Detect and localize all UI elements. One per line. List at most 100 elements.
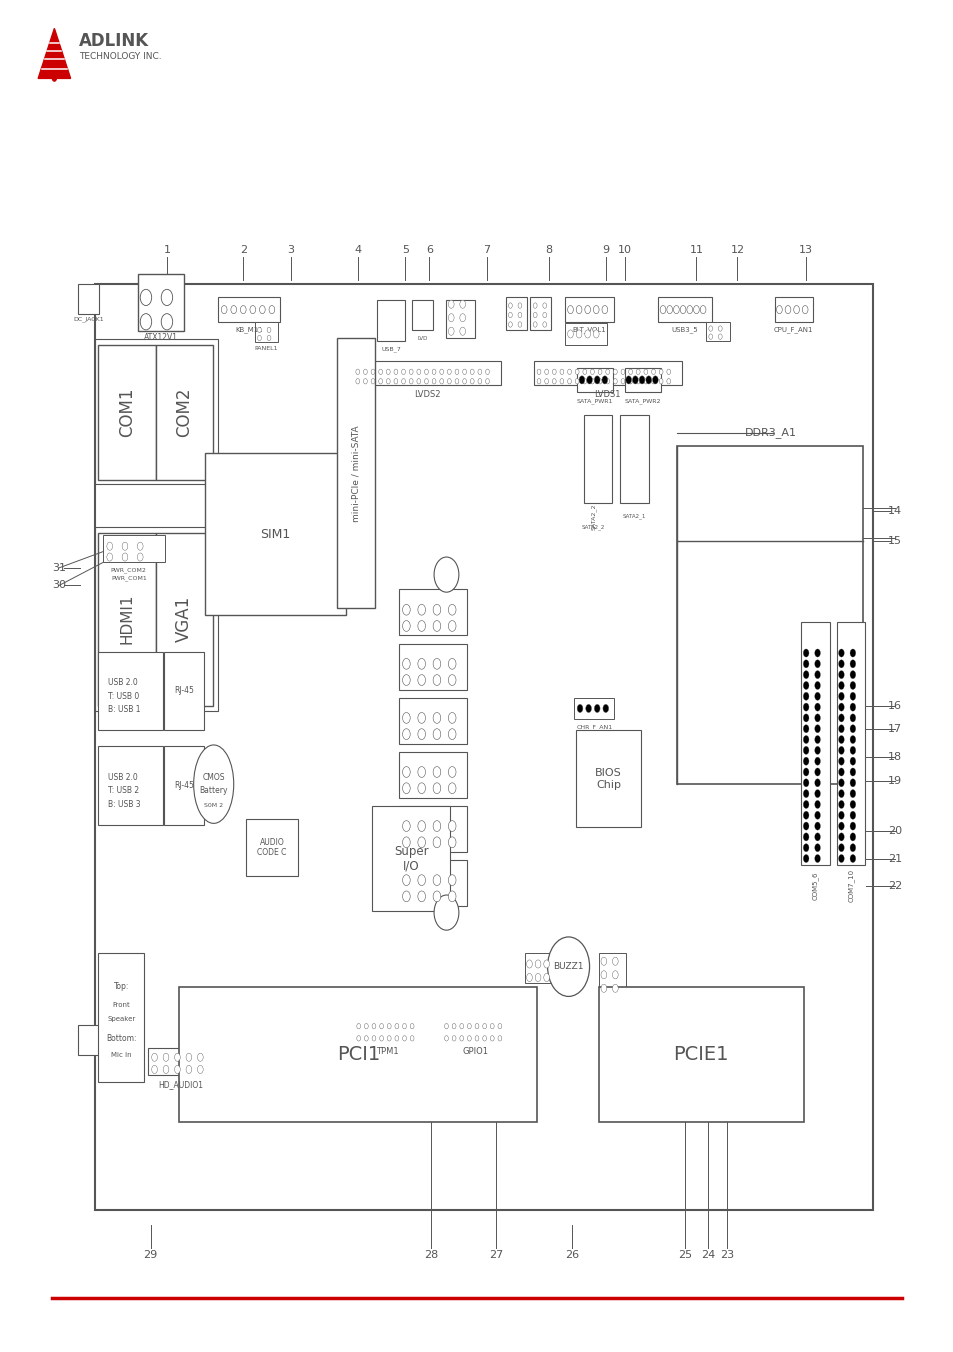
Circle shape <box>378 369 382 375</box>
Circle shape <box>567 379 571 384</box>
Circle shape <box>402 875 410 886</box>
Circle shape <box>814 735 820 744</box>
Circle shape <box>802 800 808 808</box>
Circle shape <box>379 1023 383 1029</box>
Bar <box>505 297 526 330</box>
Circle shape <box>838 854 843 863</box>
Bar <box>98 345 155 480</box>
Circle shape <box>459 314 465 322</box>
Circle shape <box>613 379 617 384</box>
Circle shape <box>221 306 227 314</box>
Circle shape <box>497 1036 501 1041</box>
Circle shape <box>535 960 540 968</box>
Text: Front: Front <box>112 1002 130 1007</box>
Circle shape <box>402 767 410 777</box>
Bar <box>217 297 279 322</box>
Text: BLT_VOL1: BLT_VOL1 <box>572 327 606 333</box>
Circle shape <box>402 621 410 631</box>
Circle shape <box>838 768 843 776</box>
Circle shape <box>659 369 662 375</box>
Text: Top:: Top: <box>113 983 129 991</box>
Circle shape <box>651 369 655 375</box>
Circle shape <box>497 1023 501 1029</box>
Text: ATX12V1: ATX12V1 <box>144 334 178 342</box>
Circle shape <box>356 1023 360 1029</box>
Circle shape <box>386 369 390 375</box>
Circle shape <box>802 757 808 765</box>
Text: PANEL1: PANEL1 <box>254 346 277 352</box>
Circle shape <box>666 306 672 314</box>
Circle shape <box>584 306 590 314</box>
Circle shape <box>448 783 456 794</box>
Circle shape <box>363 369 367 375</box>
Circle shape <box>838 692 843 700</box>
Circle shape <box>849 746 855 754</box>
Circle shape <box>814 768 820 776</box>
Text: S0M 2: S0M 2 <box>204 803 223 808</box>
Circle shape <box>542 312 546 318</box>
Text: 29: 29 <box>144 1249 157 1260</box>
Circle shape <box>371 369 375 375</box>
Bar <box>155 345 213 480</box>
Bar <box>103 535 165 562</box>
Circle shape <box>801 306 807 314</box>
Circle shape <box>544 379 548 384</box>
Text: BUZZ1: BUZZ1 <box>553 963 583 971</box>
Text: PWR_COM2: PWR_COM2 <box>111 568 147 573</box>
Bar <box>164 746 204 825</box>
Text: ADLINK: ADLINK <box>79 31 150 50</box>
Circle shape <box>417 821 425 831</box>
Text: PWR_COM1: PWR_COM1 <box>111 576 147 581</box>
Circle shape <box>814 671 820 679</box>
Text: PCI1: PCI1 <box>336 1045 380 1064</box>
Circle shape <box>448 713 456 723</box>
Circle shape <box>666 369 670 375</box>
Circle shape <box>620 369 624 375</box>
Circle shape <box>432 379 436 384</box>
Text: PCIE1: PCIE1 <box>673 1045 728 1064</box>
Circle shape <box>578 376 584 384</box>
Circle shape <box>659 379 662 384</box>
Circle shape <box>448 621 456 631</box>
Circle shape <box>838 649 843 657</box>
Circle shape <box>417 675 425 685</box>
Bar <box>658 297 711 322</box>
Circle shape <box>814 822 820 830</box>
Text: LVDS1: LVDS1 <box>594 391 620 399</box>
Circle shape <box>240 306 246 314</box>
Text: 7: 7 <box>482 245 490 256</box>
Text: 1: 1 <box>163 245 171 256</box>
Circle shape <box>849 800 855 808</box>
Text: B: USB 1: B: USB 1 <box>108 706 140 714</box>
Circle shape <box>612 971 618 979</box>
Circle shape <box>849 757 855 765</box>
Bar <box>164 652 204 730</box>
Text: 20: 20 <box>887 826 901 837</box>
Circle shape <box>433 875 440 886</box>
Circle shape <box>590 369 594 375</box>
Circle shape <box>448 875 456 886</box>
Text: SATA2_2: SATA2_2 <box>581 525 604 530</box>
Circle shape <box>152 1065 157 1073</box>
Circle shape <box>490 1036 494 1041</box>
Text: SATA2_1: SATA2_1 <box>622 514 645 519</box>
Bar <box>78 1025 99 1055</box>
Circle shape <box>673 306 679 314</box>
Text: 23: 23 <box>720 1249 733 1260</box>
Bar <box>398 860 467 906</box>
Circle shape <box>802 833 808 841</box>
Circle shape <box>387 1023 391 1029</box>
Circle shape <box>395 1036 398 1041</box>
Circle shape <box>838 725 843 733</box>
Circle shape <box>386 379 390 384</box>
Text: CMOS: CMOS <box>202 773 225 781</box>
Text: 14: 14 <box>887 506 901 516</box>
Circle shape <box>802 746 808 754</box>
Circle shape <box>462 369 466 375</box>
Circle shape <box>612 984 618 992</box>
Circle shape <box>802 790 808 798</box>
Circle shape <box>394 369 397 375</box>
Circle shape <box>814 844 820 852</box>
Circle shape <box>467 1036 471 1041</box>
Circle shape <box>137 542 143 550</box>
